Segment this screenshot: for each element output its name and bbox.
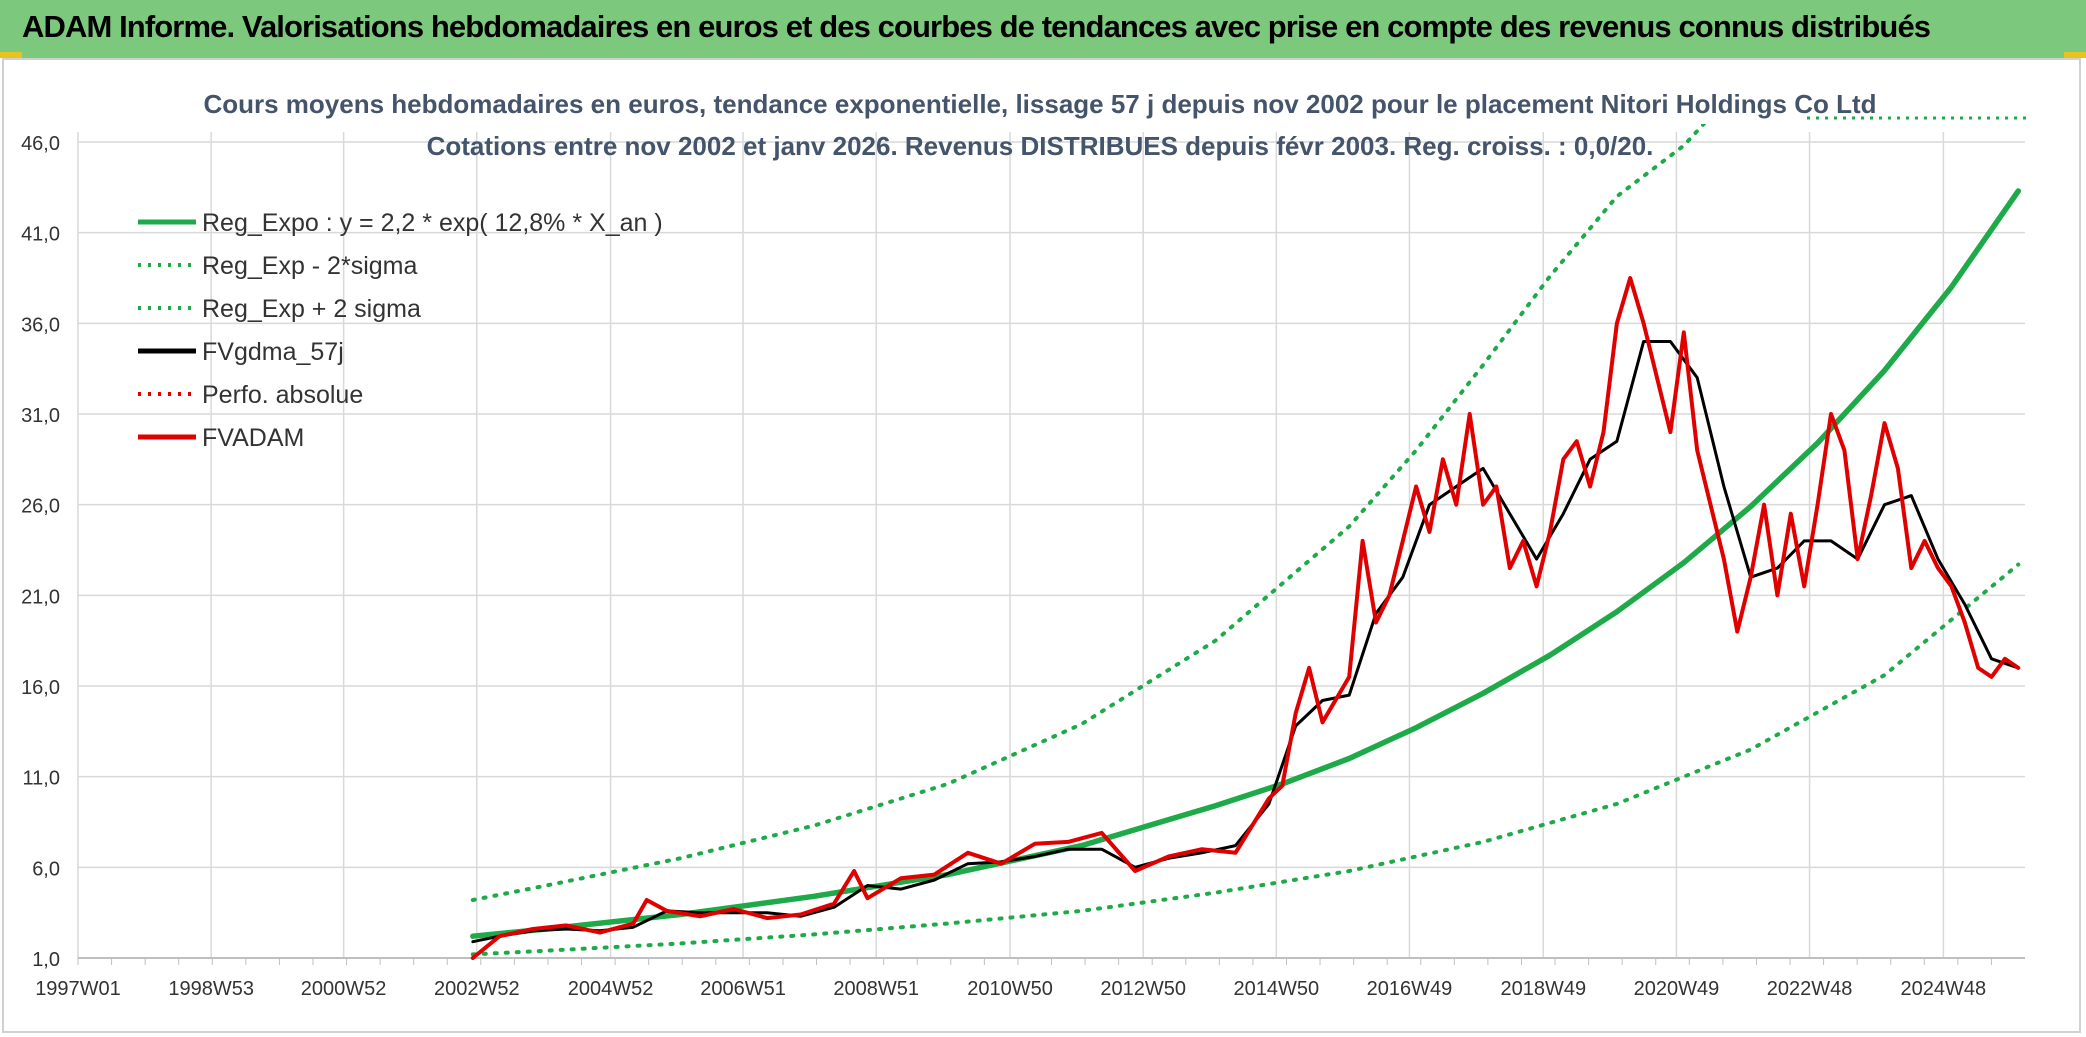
chart-legend: Reg_Expo : y = 2,2 * exp( 12,8% * X_an )… xyxy=(138,209,663,452)
fvadam-line xyxy=(470,276,2021,960)
chart-series xyxy=(470,124,2022,960)
header-accent-right xyxy=(2064,52,2086,58)
x-tick-label: 2002W52 xyxy=(434,978,520,1000)
y-tick-label: 1,0 xyxy=(32,949,60,971)
y-tick-label: 46,0 xyxy=(21,133,60,155)
y-tick-label: 36,0 xyxy=(21,314,60,336)
header-bar: ADAM Informe. Valorisations hebdomadaire… xyxy=(0,0,2086,58)
fvgdma-57j-line xyxy=(471,340,2020,944)
chart-subtitle: Cotations entre nov 2002 et janv 2026. R… xyxy=(427,131,1654,161)
x-tick-label: 2014W50 xyxy=(1233,978,1319,1000)
y-tick-label: 41,0 xyxy=(21,224,60,246)
x-tick-label: 1997W01 xyxy=(35,978,121,1000)
x-tick-label: 2018W49 xyxy=(1500,978,1586,1000)
reg-exp-plus-2sigma-line xyxy=(470,124,1706,902)
y-tick-label: 6,0 xyxy=(32,858,60,880)
x-tick-label: 2016W49 xyxy=(1367,978,1453,1000)
x-tick-label: 2022W48 xyxy=(1767,978,1853,1000)
y-tick-label: 31,0 xyxy=(21,405,60,427)
legend-label: FVgdma_57j xyxy=(202,338,344,366)
y-tick-label: 16,0 xyxy=(21,677,60,699)
legend-label: Reg_Exp - 2*sigma xyxy=(202,252,417,280)
x-tick-label: 2012W50 xyxy=(1100,978,1186,1000)
chart-axes: 1,0 6,0 11,0 16,0 21,0 26,0 31,0 36,0 41,0 46,0 19… xyxy=(21,133,2025,1000)
reg-exp-minus-2sigma-line xyxy=(470,562,2021,957)
legend-label: Reg_Exp + 2 sigma xyxy=(202,295,421,323)
x-tick-label: 2006W51 xyxy=(700,978,786,1000)
reg-expo-line xyxy=(470,188,2022,939)
y-tick-label: 26,0 xyxy=(21,496,60,518)
header-accent-left xyxy=(0,52,22,58)
x-tick-label: 2020W49 xyxy=(1634,978,1720,1000)
legend-label: Perfo. absolue xyxy=(202,381,363,409)
y-tick-label: 11,0 xyxy=(23,768,60,790)
x-tick-label: 2010W50 xyxy=(967,978,1053,1000)
y-tick-label: 21,0 xyxy=(21,586,60,608)
chart-title: Cours moyens hebdomadaires en euros, ten… xyxy=(203,89,1876,119)
chart-grid xyxy=(77,132,2025,965)
x-tick-label: 2004W52 xyxy=(568,978,654,1000)
legend-label: Reg_Expo : y = 2,2 * exp( 12,8% * X_an ) xyxy=(202,209,663,237)
x-tick-label: 2008W51 xyxy=(833,978,919,1000)
legend-label: FVADAM xyxy=(202,424,304,452)
x-tick-label: 1998W53 xyxy=(168,978,254,1000)
x-tick-label: 2000W52 xyxy=(301,978,387,1000)
x-tick-label: 2024W48 xyxy=(1901,978,1987,1000)
chart-frame xyxy=(2,58,2081,1033)
page-title: ADAM Informe. Valorisations hebdomadaire… xyxy=(22,9,1931,44)
